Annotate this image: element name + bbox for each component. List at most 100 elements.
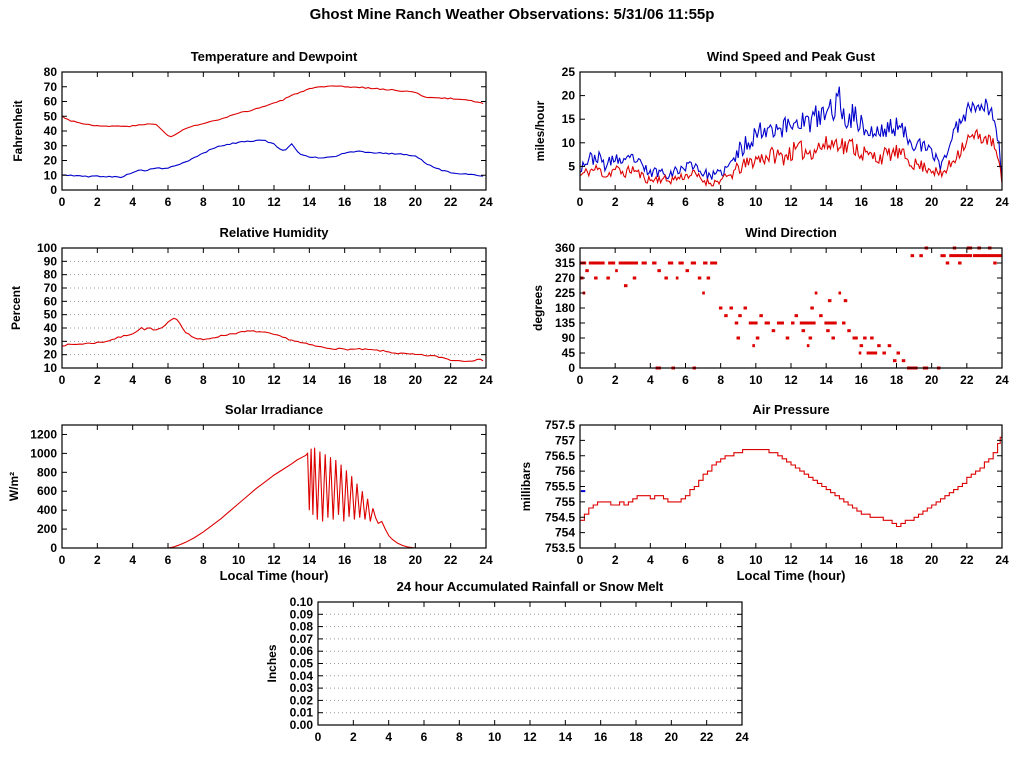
- y-axis-label: Fahrenheit: [11, 100, 25, 161]
- x-tick-label: 18: [890, 373, 904, 387]
- y-tick-label: 315: [555, 256, 575, 270]
- y-tick-label: 0.02: [290, 693, 314, 707]
- x-tick-label: 20: [925, 373, 939, 387]
- y-tick-label: 0.08: [290, 620, 314, 634]
- y-tick-label: 15: [562, 112, 576, 126]
- y-tick-label: 180: [555, 301, 575, 315]
- x-tick-label: 4: [647, 553, 654, 567]
- x-tick-label: 2: [612, 373, 619, 387]
- x-tick-label: 20: [665, 730, 679, 744]
- y-tick-label: 755.5: [545, 480, 575, 494]
- y-tick-label: 90: [562, 331, 576, 345]
- series-humidity: [61, 317, 484, 363]
- x-tick-label: 18: [890, 553, 904, 567]
- y-tick-label: 80: [44, 268, 58, 282]
- x-tick-label: 16: [338, 195, 352, 209]
- y-tick-label: 0.07: [290, 632, 314, 646]
- x-tick-label: 8: [717, 553, 724, 567]
- x-tick-label: 14: [819, 195, 833, 209]
- x-tick-label: 16: [338, 373, 352, 387]
- y-tick-label: 0.05: [290, 657, 314, 671]
- y-tick-label: 756: [555, 464, 575, 478]
- plot-frame: [61, 424, 487, 549]
- y-tick-label: 0.01: [290, 706, 314, 720]
- series-wind-speed: [579, 128, 1003, 188]
- x-tick-label: 12: [267, 553, 281, 567]
- y-axis-label: miles/hour: [533, 100, 547, 161]
- x-tick-label: 4: [647, 195, 654, 209]
- page-title: Ghost Mine Ranch Weather Observations: 5…: [309, 6, 715, 23]
- plot-frame: [579, 71, 1003, 191]
- y-tick-label: 0.10: [290, 595, 314, 609]
- y-tick-label: 20: [562, 89, 576, 103]
- x-tick-label: 10: [232, 553, 246, 567]
- x-tick-label: 4: [129, 373, 136, 387]
- chart-title: Air Pressure: [752, 402, 829, 417]
- x-tick-label: 0: [59, 373, 66, 387]
- x-tick-label: 24: [995, 373, 1009, 387]
- y-tick-label: 50: [44, 308, 58, 322]
- x-tick-label: 20: [925, 195, 939, 209]
- y-tick-label: 30: [44, 139, 58, 153]
- x-tick-label: 6: [165, 195, 172, 209]
- x-tick-label: 22: [960, 195, 974, 209]
- y-tick-label: 0.04: [290, 669, 314, 683]
- plot-frame: [61, 247, 487, 369]
- y-tick-label: 600: [37, 484, 57, 498]
- x-tick-label: 12: [267, 195, 281, 209]
- y-tick-label: 754.5: [545, 510, 575, 524]
- x-tick-label: 24: [995, 195, 1009, 209]
- x-tick-label: 14: [303, 553, 317, 567]
- series-pressure: [580, 431, 1003, 528]
- x-tick-label: 12: [784, 553, 798, 567]
- y-tick-label: 70: [44, 80, 58, 94]
- x-tick-label: 8: [717, 195, 724, 209]
- y-tick-label: 20: [44, 154, 58, 168]
- x-tick-label: 18: [629, 730, 643, 744]
- series-dewpoint: [61, 139, 484, 179]
- x-tick-label: 14: [303, 373, 317, 387]
- x-tick-label: 16: [855, 373, 869, 387]
- x-tick-label: 16: [594, 730, 608, 744]
- x-tick-label: 16: [338, 553, 352, 567]
- chart-title: Wind Direction: [745, 225, 837, 240]
- x-tick-label: 24: [735, 730, 749, 744]
- x-tick-label: 2: [350, 730, 357, 744]
- chart-rainfall: 0 2 4 6 8 10 12 14 16 18 20 22 240.000.010.020.030.0…: [265, 579, 749, 744]
- plot-frame: [579, 424, 1003, 549]
- y-tick-label: 757.5: [545, 418, 575, 432]
- x-tick-label: 10: [232, 195, 246, 209]
- x-tick-label: 14: [819, 373, 833, 387]
- y-tick-label: 360: [555, 241, 575, 255]
- x-tick-label: 20: [409, 195, 423, 209]
- x-tick-label: 4: [129, 553, 136, 567]
- y-tick-label: 0.06: [290, 644, 314, 658]
- chart-solar-irradiance: 0 2 4 6 8 10 12 14 16 18 20 22 240200400600800100012…: [7, 402, 493, 583]
- chart-title: Temperature and Dewpoint: [191, 49, 358, 64]
- y-tick-label: 0: [568, 361, 575, 375]
- x-tick-label: 10: [488, 730, 502, 744]
- x-tick-label: 22: [444, 553, 458, 567]
- x-tick-label: 8: [717, 373, 724, 387]
- chart-title: Wind Speed and Peak Gust: [707, 49, 876, 64]
- x-tick-label: 10: [749, 373, 763, 387]
- x-tick-label: 22: [444, 195, 458, 209]
- chart-title: Relative Humidity: [219, 225, 329, 240]
- x-tick-label: 10: [749, 195, 763, 209]
- y-tick-label: 0.03: [290, 681, 314, 695]
- x-tick-label: 0: [59, 553, 66, 567]
- x-tick-label: 4: [385, 730, 392, 744]
- x-tick-label: 18: [373, 195, 387, 209]
- x-tick-label: 4: [647, 373, 654, 387]
- x-tick-label: 6: [165, 373, 172, 387]
- x-tick-label: 22: [444, 373, 458, 387]
- x-tick-label: 18: [373, 553, 387, 567]
- x-tick-label: 24: [479, 553, 493, 567]
- y-tick-label: 0.00: [290, 718, 314, 732]
- x-tick-label: 2: [94, 373, 101, 387]
- x-tick-label: 18: [373, 373, 387, 387]
- plot-frame: [61, 71, 487, 191]
- y-tick-label: 0: [50, 541, 57, 555]
- chart-title: Solar Irradiance: [225, 402, 323, 417]
